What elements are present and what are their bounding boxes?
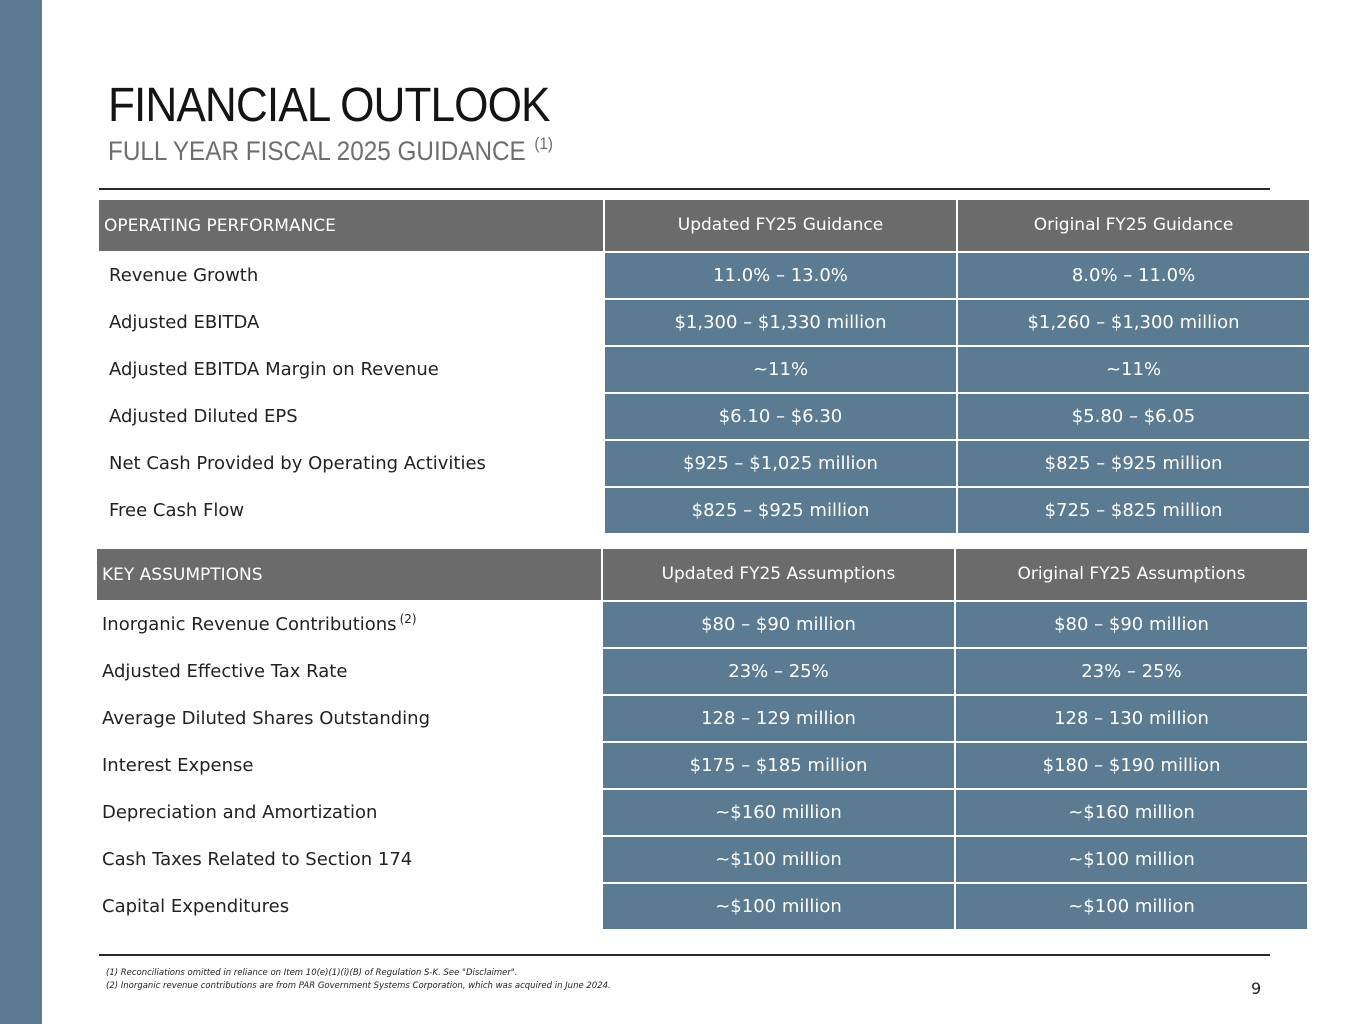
table-header-row: KEY ASSUMPTIONS Updated FY25 Assumptions…	[97, 549, 1307, 600]
row-label: Adjusted EBITDA Margin on Revenue	[109, 359, 439, 380]
table-row: Revenue Growth 11.0% – 13.0% 8.0% – 11.0…	[99, 251, 1309, 298]
table-row: Cash Taxes Related to Section 174 ~$100 …	[97, 835, 1307, 882]
table-row: Interest Expense $175 – $185 million $18…	[97, 741, 1307, 788]
updated-value: ~$100 million	[601, 835, 954, 882]
table-row: Adjusted Effective Tax Rate 23% – 25% 23…	[97, 647, 1307, 694]
table-header-row: OPERATING PERFORMANCE Updated FY25 Guida…	[99, 200, 1309, 251]
original-value: ~11%	[956, 345, 1309, 392]
top-divider	[99, 188, 1270, 190]
table-row: Depreciation and Amortization ~$160 mill…	[97, 788, 1307, 835]
updated-value: 128 – 129 million	[601, 694, 954, 741]
page-title: FINANCIAL OUTLOOK	[108, 79, 550, 132]
updated-value: $1,300 – $1,330 million	[603, 298, 956, 345]
original-value: ~$100 million	[954, 835, 1307, 882]
operating-performance-table: OPERATING PERFORMANCE Updated FY25 Guida…	[99, 200, 1309, 533]
table-row: Average Diluted Shares Outstanding 128 –…	[97, 694, 1307, 741]
table-row: Adjusted Diluted EPS $6.10 – $6.30 $5.80…	[99, 392, 1309, 439]
subtitle-footnote-ref: (1)	[534, 134, 554, 153]
updated-value: 11.0% – 13.0%	[603, 251, 956, 298]
table-row: Net Cash Provided by Operating Activitie…	[99, 439, 1309, 486]
row-label: Adjusted Diluted EPS	[109, 406, 298, 427]
original-value: $725 – $825 million	[956, 486, 1309, 533]
row-label: Capital Expenditures	[102, 896, 290, 917]
updated-value: ~$160 million	[601, 788, 954, 835]
row-label: Free Cash Flow	[109, 500, 245, 521]
original-value: ~$100 million	[954, 882, 1307, 929]
original-value: $825 – $925 million	[956, 439, 1309, 486]
page-number: 9	[1251, 979, 1262, 998]
original-value: 128 – 130 million	[954, 694, 1307, 741]
row-label: Net Cash Provided by Operating Activitie…	[109, 453, 486, 474]
footnotes: (1) Reconciliations omitted in reliance …	[106, 967, 611, 993]
table-row: Adjusted EBITDA Margin on Revenue ~11% ~…	[99, 345, 1309, 392]
original-value: 23% – 25%	[954, 647, 1307, 694]
updated-value: $925 – $1,025 million	[603, 439, 956, 486]
original-value: ~$160 million	[954, 788, 1307, 835]
updated-value: ~11%	[603, 345, 956, 392]
table-row: Inorganic Revenue Contributions (2) $80 –…	[97, 600, 1307, 647]
operating-heading: OPERATING PERFORMANCE	[99, 200, 603, 251]
original-value: $1,260 – $1,300 million	[956, 298, 1309, 345]
row-label: Depreciation and Amortization	[102, 802, 378, 823]
original-value: 8.0% – 11.0%	[956, 251, 1309, 298]
updated-value: $6.10 – $6.30	[603, 392, 956, 439]
row-label: Cash Taxes Related to Section 174	[102, 849, 413, 870]
updated-value: $80 – $90 million	[601, 600, 954, 647]
side-accent-bar	[0, 0, 42, 1024]
row-label: Average Diluted Shares Outstanding	[102, 708, 430, 729]
row-label: Revenue Growth	[109, 265, 259, 286]
table-row: Capital Expenditures ~$100 million ~$100…	[97, 882, 1307, 929]
row-label: Adjusted Effective Tax Rate	[102, 661, 348, 682]
footnote-1: (1) Reconciliations omitted in reliance …	[106, 968, 518, 978]
original-value: $5.80 – $6.05	[956, 392, 1309, 439]
updated-guidance-header: Updated FY25 Guidance	[603, 200, 956, 251]
table-row: Free Cash Flow $825 – $925 million $725 …	[99, 486, 1309, 533]
table-row: Adjusted EBITDA $1,300 – $1,330 million …	[99, 298, 1309, 345]
footnote-2: (2) Inorganic revenue contributions are …	[106, 981, 611, 991]
updated-value: $175 – $185 million	[601, 741, 954, 788]
updated-value: $825 – $925 million	[603, 486, 956, 533]
row-label: Interest Expense	[102, 755, 254, 776]
original-value: $80 – $90 million	[954, 600, 1307, 647]
original-guidance-header: Original FY25 Guidance	[956, 200, 1309, 251]
row-label: Adjusted EBITDA	[109, 312, 260, 333]
updated-assumptions-header: Updated FY25 Assumptions	[601, 549, 954, 600]
original-value: $180 – $190 million	[954, 741, 1307, 788]
original-assumptions-header: Original FY25 Assumptions	[954, 549, 1307, 600]
footnote-ref: (2)	[399, 612, 417, 626]
page-subtitle: FULL YEAR FISCAL 2025 GUIDANCE (1)	[108, 135, 553, 166]
bottom-divider	[99, 954, 1270, 956]
updated-value: ~$100 million	[601, 882, 954, 929]
subtitle-text: FULL YEAR FISCAL 2025 GUIDANCE	[108, 136, 526, 166]
assumptions-heading: KEY ASSUMPTIONS	[97, 549, 601, 600]
key-assumptions-table: KEY ASSUMPTIONS Updated FY25 Assumptions…	[97, 549, 1307, 929]
row-label: Inorganic Revenue Contributions	[102, 614, 397, 635]
row-label-cell: Inorganic Revenue Contributions (2)	[97, 600, 601, 647]
updated-value: 23% – 25%	[601, 647, 954, 694]
